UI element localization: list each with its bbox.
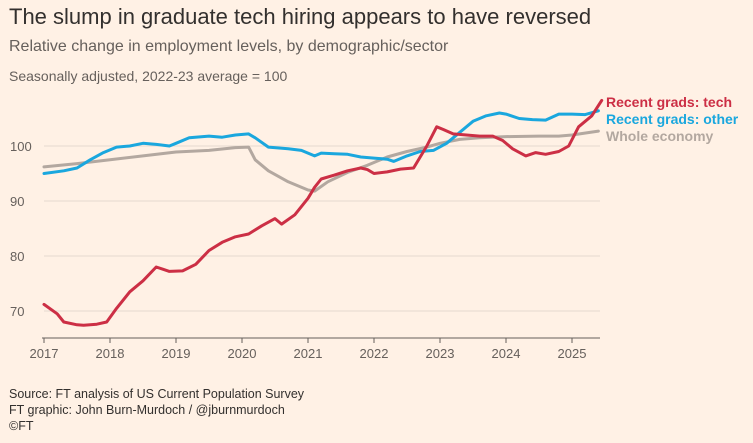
x-tick-label-2018: 2018 [96, 346, 125, 361]
x-tick-label-2023: 2023 [426, 346, 455, 361]
series-line-recent-grads-tech [42, 98, 604, 327]
y-tick-label-100: 100 [10, 139, 32, 154]
x-tick-label-2019: 2019 [162, 346, 191, 361]
x-tick-label-2024: 2024 [492, 346, 521, 361]
x-tick-label-2021: 2021 [294, 346, 323, 361]
y-tick-label-80: 80 [10, 249, 24, 264]
chart-note: Seasonally adjusted, 2022-23 average = 1… [9, 68, 288, 84]
x-tick-label-2022: 2022 [360, 346, 389, 361]
footer: Source: FT analysis of US Current Popula… [9, 386, 304, 434]
x-tick-label-2025: 2025 [558, 346, 587, 361]
graphic-credit: FT graphic: John Burn-Murdoch / @jburnmu… [9, 403, 285, 417]
ft-brand: ©FT [9, 419, 34, 433]
series-label-recent-grads-tech: Recent grads: tech [606, 94, 732, 110]
series-label-recent-grads-other: Recent grads: other [606, 111, 739, 127]
chart-subtitle: Relative change in employment levels, by… [9, 38, 449, 55]
x-tick-label-2017: 2017 [30, 346, 59, 361]
series-line-recent-grads-other [42, 109, 600, 175]
chart-title: The slump in graduate tech hiring appear… [9, 4, 592, 29]
series-line-whole-economy [42, 129, 600, 193]
x-tick-label-2020: 2020 [228, 346, 257, 361]
source-note: Source: FT analysis of US Current Popula… [9, 387, 305, 401]
y-tick-label-70: 70 [10, 304, 24, 319]
y-tick-label-90: 90 [10, 194, 24, 209]
series-label-whole-economy: Whole economy [606, 128, 714, 144]
